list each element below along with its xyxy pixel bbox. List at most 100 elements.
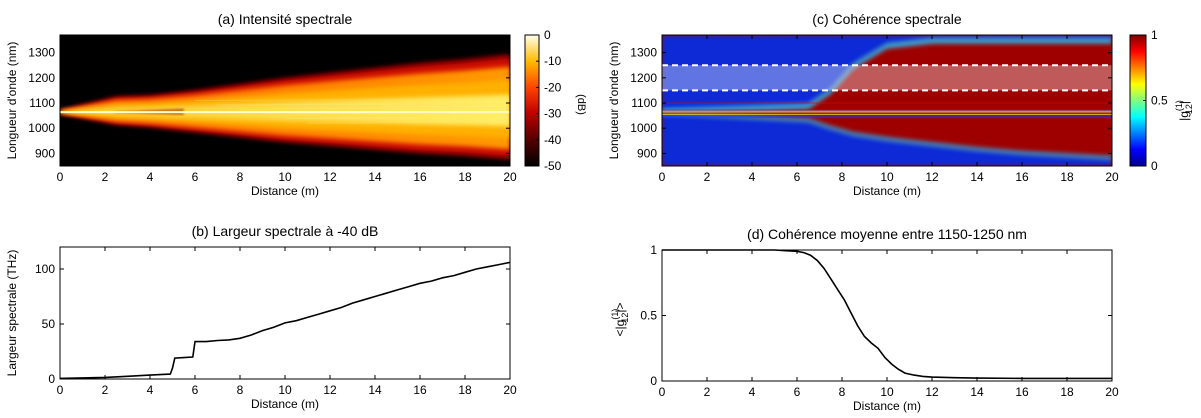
colorbar-tick-label: -20 — [544, 80, 562, 94]
x-tick-label: 14 — [970, 385, 984, 399]
x-tick-label: 8 — [839, 170, 846, 184]
panel-c-title: (c) Cohérence spectrale — [812, 11, 962, 27]
y-tick-label: 1100 — [29, 96, 55, 110]
panel-b-ylabel: Largeur spectrale (THz) — [5, 250, 19, 377]
y-tick-label: 1100 — [631, 96, 657, 110]
panel-c-xlabel: Distance (m) — [853, 184, 921, 198]
spectral-streak — [307, 121, 510, 124]
x-tick-label: 20 — [1105, 170, 1119, 184]
x-tick-label: 0 — [57, 170, 64, 184]
panel-a-ylabel: Longueur d'onde (nm) — [5, 42, 19, 160]
x-tick-label: 2 — [102, 170, 109, 184]
panel-c-colorbar: 1 0.5 0 |g(1)12| — [1129, 28, 1194, 173]
panel-a-colorbar: 0 -10 -20 -30 -40 -50 (dB) — [524, 28, 587, 173]
highlight-band — [662, 65, 1112, 91]
panel-d-frame — [661, 249, 1113, 382]
y-tick-label: 0 — [650, 374, 657, 388]
y-tick-label: 900 — [637, 146, 657, 160]
x-tick-label: 10 — [880, 170, 894, 184]
x-tick-label: 0 — [659, 385, 666, 399]
spectral-streak — [217, 103, 510, 106]
x-tick-label: 16 — [1015, 170, 1029, 184]
panel-a-xlabel: Distance (m) — [251, 184, 319, 198]
colorbar-tick-label: 0.5 — [1151, 94, 1168, 108]
pump-mixed-band — [662, 109, 1112, 119]
x-tick-label: 18 — [458, 383, 472, 397]
panel-b-xlabel: Distance (m) — [251, 397, 319, 411]
colorbar-tick-label: 0 — [1151, 159, 1158, 173]
x-tick-label: 2 — [704, 170, 711, 184]
panel-b-title: (b) Largeur spectrale à -40 dB — [192, 223, 379, 239]
x-tick-label: 6 — [192, 170, 199, 184]
panel-c-axes: (c) Cohérence spectrale 0 2 4 6 8 10 12 14 16 18 20… — [607, 11, 1119, 198]
x-tick-label: 14 — [368, 383, 382, 397]
x-tick-label: 10 — [880, 385, 894, 399]
x-tick-label: 6 — [794, 385, 801, 399]
x-tick-label: 10 — [278, 170, 292, 184]
colorbar-gradient — [524, 34, 540, 167]
series-line — [59, 261, 511, 380]
x-tick-label: 12 — [925, 385, 939, 399]
colorbar-tick-label: -50 — [544, 159, 562, 173]
x-tick-label: 20 — [503, 383, 517, 397]
colorbar-tick-label: -30 — [544, 107, 562, 121]
x-tick-label: 12 — [925, 170, 939, 184]
spectral-streak — [262, 112, 510, 115]
x-tick-label: 18 — [1060, 170, 1074, 184]
y-tick-label: 100 — [35, 262, 55, 276]
y-tick-label: 1200 — [630, 71, 657, 85]
y-tick-label: 900 — [35, 146, 55, 160]
x-tick-label: 16 — [413, 170, 427, 184]
y-tick-label: 1000 — [630, 121, 657, 135]
x-tick-label: 0 — [659, 170, 666, 184]
colorbar-tick-label: -10 — [544, 54, 562, 68]
x-tick-label: 8 — [839, 385, 846, 399]
panel-b-plot — [59, 261, 511, 380]
x-tick-label: 4 — [147, 170, 154, 184]
x-tick-label: 18 — [1060, 385, 1074, 399]
x-tick-label: 20 — [503, 170, 517, 184]
x-tick-label: 6 — [192, 383, 199, 397]
x-tick-label: 4 — [749, 385, 756, 399]
x-tick-label: 8 — [237, 383, 244, 397]
y-tick-label: 1000 — [28, 121, 55, 135]
spectral-streak — [284, 116, 510, 120]
x-tick-label: 6 — [794, 170, 801, 184]
y-tick-label: 0.5 — [640, 309, 657, 323]
spectral-streak — [194, 98, 510, 101]
x-tick-label: 18 — [458, 170, 472, 184]
y-tick-label: 1 — [650, 243, 657, 257]
x-tick-label: 0 — [57, 383, 64, 397]
spectral-streak — [239, 107, 510, 111]
x-tick-label: 10 — [278, 383, 292, 397]
x-tick-label: 12 — [323, 170, 337, 184]
y-tick-label: 1300 — [28, 46, 55, 60]
panel-a-axes: (a) Intensité spectrale 0 2 4 6 8 10 12 14 16 18 20… — [5, 11, 517, 198]
x-tick-label: 16 — [413, 383, 427, 397]
x-tick-label: 12 — [323, 383, 337, 397]
panel-a-title: (a) Intensité spectrale — [218, 11, 353, 27]
y-tick-label: 1200 — [28, 71, 55, 85]
x-tick-label: 14 — [970, 170, 984, 184]
x-tick-label: 14 — [368, 170, 382, 184]
colorbar-tick-label: 0 — [544, 28, 551, 42]
y-tick-label: 50 — [42, 317, 56, 331]
panel-d-plot — [661, 249, 1113, 380]
x-tick-label: 4 — [749, 170, 756, 184]
x-tick-label: 2 — [102, 383, 109, 397]
panel-d-ylabel: <|g(1)12|> — [610, 303, 630, 337]
series-line — [662, 249, 1112, 380]
intensity-level-5dB — [60, 94, 510, 127]
colorbar-label: |g(1)12| — [1174, 100, 1194, 121]
panel-d-axes: (d) Cohérence moyenne entre 1150-1250 nm… — [640, 226, 1119, 413]
panel-b-axes: (b) Largeur spectrale à -40 dB 0 2 4 6 8 10 12 1… — [5, 223, 517, 411]
colorbar-tick-label: 1 — [1151, 28, 1158, 42]
panel-a-heatmap — [60, 35, 510, 166]
panel-c-ylabel: Longueur d'onde (nm) — [607, 42, 621, 160]
panel-d-xlabel: Distance (m) — [853, 399, 921, 413]
y-tick-label: 1300 — [630, 46, 657, 60]
x-tick-label: 16 — [1015, 385, 1029, 399]
panel-d-title: (d) Cohérence moyenne entre 1150-1250 nm — [747, 226, 1027, 242]
y-tick-label: 0 — [48, 372, 55, 386]
